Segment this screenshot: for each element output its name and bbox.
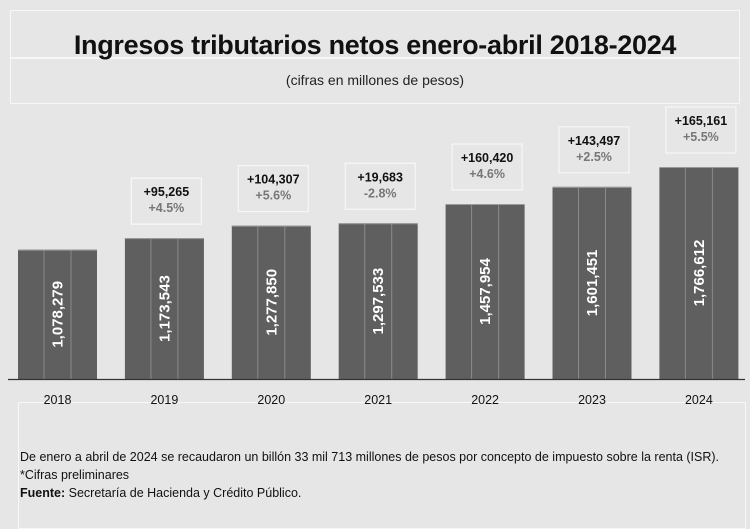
chart-subtitle: (cifras en millones de pesos): [285, 72, 465, 88]
bar-2019: [124, 238, 204, 379]
note-isr: De enero a abril de 2024 se recaudaron u…: [20, 450, 720, 464]
change-box-2022: [451, 143, 523, 191]
change-abs-2023: +143,497: [568, 134, 621, 148]
change-abs-2022: +160,420: [461, 151, 514, 165]
value-label-2022: 1,457,954: [477, 257, 494, 324]
source-line: Fuente: Secretaría de Hacienda y Crédito…: [20, 484, 745, 502]
bar-2021: [338, 223, 418, 379]
value-label-2019: 1,173,543: [156, 275, 173, 342]
footnotes: De enero a abril de 2024 se recaudaron u…: [20, 448, 745, 502]
x-tick-label-2021: 2021: [364, 393, 392, 407]
x-tick-label-2024: 2024: [685, 393, 713, 407]
x-tick-label-2022: 2022: [471, 393, 499, 407]
change-box-2019: [130, 177, 202, 225]
source-label: Fuente:: [20, 486, 66, 500]
note-preliminary: *Cifras preliminares: [20, 468, 130, 482]
source-text: Secretaría de Hacienda y Crédito Público…: [65, 486, 302, 500]
value-label-2024: 1,766,612: [691, 240, 708, 307]
subtitle-frame: [10, 58, 740, 104]
bar-2024: [659, 167, 739, 379]
x-tick-label-2020: 2020: [257, 393, 285, 407]
title-frame: [10, 10, 740, 58]
bar-2023: [552, 186, 632, 379]
value-label-2021: 1,297,533: [370, 268, 387, 335]
x-tick-label-2018: 2018: [44, 393, 72, 407]
change-pct-2021: -2.8%: [364, 186, 397, 200]
change-pct-2023: +2.5%: [576, 150, 612, 164]
change-box-2024: [665, 106, 737, 154]
x-tick-label-2019: 2019: [150, 393, 178, 407]
change-pct-2022: +4.6%: [469, 167, 505, 181]
bar-2018: [18, 249, 97, 379]
bar-2022: [445, 204, 525, 379]
x-tick-label-2023: 2023: [578, 393, 606, 407]
change-box-2020: [237, 165, 309, 213]
change-abs-2024: +165,161: [675, 114, 728, 128]
change-abs-2021: +19,683: [357, 170, 403, 184]
value-label-2023: 1,601,451: [584, 250, 601, 317]
change-box-2021: [344, 162, 416, 210]
change-abs-2019: +95,265: [144, 185, 190, 199]
value-label-2018: 1,078,279: [50, 281, 67, 348]
value-label-2020: 1,277,850: [263, 269, 280, 336]
change-pct-2024: +5.5%: [683, 130, 719, 144]
chart-title: Ingresos tributarios netos enero-abril 2…: [73, 30, 677, 60]
change-box-2023: [558, 126, 630, 174]
bar-2020: [231, 225, 311, 379]
change-pct-2020: +5.6%: [255, 189, 291, 203]
change-abs-2020: +104,307: [247, 173, 300, 187]
change-pct-2019: +4.5%: [149, 201, 185, 215]
